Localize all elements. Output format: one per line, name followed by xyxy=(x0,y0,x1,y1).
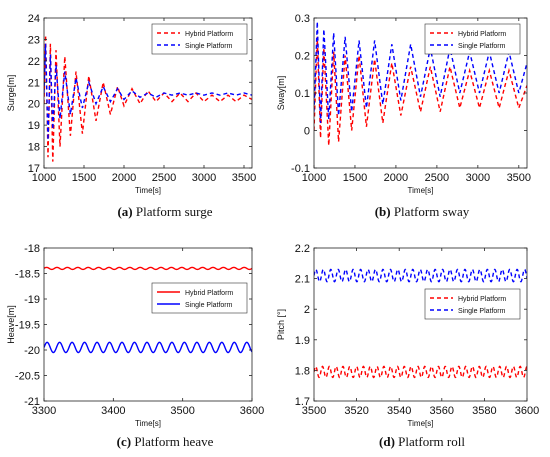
y-tick-label: 22 xyxy=(28,56,40,68)
legend: Hybrid Platform Single Platform xyxy=(151,282,248,314)
x-tick-label: 3560 xyxy=(430,405,454,417)
legend: Hybrid Platform Single Platform xyxy=(424,23,521,55)
x-axis-label: Time[s] xyxy=(135,419,161,428)
x-tick-label: 2500 xyxy=(152,172,176,184)
caption-d: (d) Platform roll xyxy=(379,434,465,449)
y-tick-label: 21 xyxy=(28,77,40,89)
x-tick-label: 3580 xyxy=(472,405,496,417)
y-tick-label: 0 xyxy=(304,126,310,138)
y-tick-label: 2 xyxy=(304,304,310,316)
y-tick-label: 20 xyxy=(28,99,40,111)
y-tick-label: 18 xyxy=(28,142,40,154)
x-tick-label: 2500 xyxy=(425,172,449,184)
x-tick-label: 3540 xyxy=(387,405,411,417)
x-tick-label: 3400 xyxy=(101,405,125,417)
legend-label: Single Platform xyxy=(185,302,233,309)
legend-label: Hybrid Platform xyxy=(458,296,506,303)
x-tick-label: 1000 xyxy=(32,172,56,184)
y-axis-label: Surge[m] xyxy=(6,75,16,112)
y-tick-label: -20.5 xyxy=(15,371,40,383)
chart-panel-1: 1000 1500 2000 2500 3000 3500 -0.1 0 0.1 0.2 0.3 Ti… xyxy=(276,13,531,195)
plot-frame xyxy=(43,17,253,169)
x-tick-label: 3520 xyxy=(344,405,368,417)
legend: Hybrid Platform Single Platform xyxy=(424,288,521,320)
x-tick-label: 1000 xyxy=(302,172,326,184)
series-line-single-platform xyxy=(44,43,252,141)
chart-panel-3: 3500 3520 3540 3560 3580 3600 1.7 1.8 1.9 2 2.1 2.2… xyxy=(276,243,539,428)
y-tick-label: 2.2 xyxy=(295,243,310,255)
x-tick-label: 3000 xyxy=(466,172,490,184)
series-line-hybrid-platform xyxy=(314,365,527,379)
legend-box xyxy=(151,23,248,55)
y-tick-label: 23 xyxy=(28,34,40,46)
x-tick-label: 2000 xyxy=(384,172,408,184)
caption-a: (a) Platform surge xyxy=(117,204,213,219)
x-axis-label: Time[s] xyxy=(135,186,161,195)
x-tick-label: 1500 xyxy=(72,172,96,184)
legend-box xyxy=(424,288,521,320)
series-line-single-platform xyxy=(44,341,252,354)
y-axis-label: Heave[m] xyxy=(6,305,16,344)
legend-label: Hybrid Platform xyxy=(185,31,233,38)
legend-label: Hybrid Platform xyxy=(458,31,506,38)
y-tick-label: 0.2 xyxy=(295,51,310,63)
legend-label: Single Platform xyxy=(458,308,506,315)
y-tick-label: 1.9 xyxy=(295,335,310,347)
caption-b: (b) Platform sway xyxy=(374,204,470,219)
y-tick-label: 1.8 xyxy=(295,365,310,377)
y-tick-label: 24 xyxy=(28,13,40,25)
x-tick-label: 3500 xyxy=(232,172,256,184)
chart-panel-2: 3300 3400 3500 3600 -21 -20.5 -20 -19.5 -19 -18.5… xyxy=(6,243,264,428)
x-tick-label: 1500 xyxy=(343,172,367,184)
series-line-hybrid-platform xyxy=(44,35,252,162)
y-tick-label: 0.3 xyxy=(295,13,310,25)
x-axis-label: Time[s] xyxy=(408,186,434,195)
legend-label: Single Platform xyxy=(185,43,233,50)
x-tick-label: 3300 xyxy=(32,405,56,417)
y-tick-label: 0.1 xyxy=(295,88,310,100)
y-tick-label: -0.1 xyxy=(291,163,310,175)
y-tick-label: -21 xyxy=(24,396,40,408)
x-tick-label: 3600 xyxy=(240,405,264,417)
series-line-single-platform xyxy=(314,21,527,124)
y-tick-label: 17 xyxy=(28,163,40,175)
y-tick-label: -20 xyxy=(24,345,40,357)
y-tick-label: -19 xyxy=(24,294,40,306)
chart-panel-0: 1000 1500 2000 2500 3000 3500 17 18 19 20 21 22 23 24… xyxy=(6,13,256,195)
series-line-hybrid-platform xyxy=(44,266,252,271)
y-tick-label: -19.5 xyxy=(15,320,40,332)
caption-c: (c) Platform heave xyxy=(116,434,214,449)
x-tick-label: 3000 xyxy=(192,172,216,184)
x-tick-label: 3500 xyxy=(302,405,326,417)
legend-label: Single Platform xyxy=(458,43,506,50)
x-axis-label: Time[s] xyxy=(408,419,434,428)
legend-box xyxy=(424,23,521,55)
legend-box xyxy=(151,282,248,314)
series-line-single-platform xyxy=(314,268,527,283)
x-tick-label: 3500 xyxy=(507,172,531,184)
y-tick-label: 2.1 xyxy=(295,274,310,286)
legend: Hybrid Platform Single Platform xyxy=(151,23,248,55)
y-tick-label: 1.7 xyxy=(295,396,310,408)
y-axis-label: Sway[m] xyxy=(276,76,286,111)
y-tick-label: -18 xyxy=(24,243,40,255)
x-tick-label: 3500 xyxy=(170,405,194,417)
y-axis-label: Pitch [°] xyxy=(276,309,286,340)
legend-label: Hybrid Platform xyxy=(185,290,233,297)
series-line-hybrid-platform xyxy=(314,36,527,146)
y-tick-label: -18.5 xyxy=(15,269,40,281)
x-tick-label: 2000 xyxy=(112,172,136,184)
plot-frame xyxy=(313,247,528,402)
y-tick-label: 19 xyxy=(28,120,40,132)
plot-frame xyxy=(43,247,253,402)
x-tick-label: 3600 xyxy=(515,405,539,417)
